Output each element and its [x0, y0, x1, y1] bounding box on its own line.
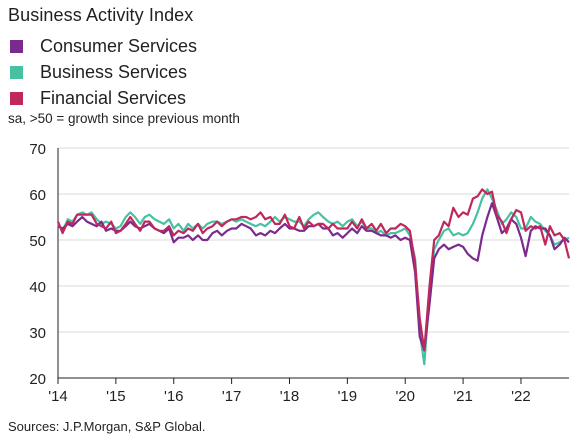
source-note: Sources: J.P.Morgan, S&P Global.: [8, 419, 206, 434]
legend-swatch-financial-services: [10, 91, 23, 105]
x-tick-label-2022: '22: [511, 388, 531, 405]
x-tick-label-2015: '15: [106, 388, 126, 405]
chart-title: Business Activity Index: [8, 5, 194, 25]
x-tick-label-2021: '21: [453, 388, 473, 405]
x-tick-label-2014: '14: [48, 388, 68, 405]
y-tick-label-70: 70: [29, 141, 46, 158]
legend-swatch-business-services: [10, 65, 23, 79]
legend-item-business-services: Business Services: [10, 59, 197, 85]
y-tick-label-30: 30: [29, 325, 46, 342]
legend-item-consumer-services: Consumer Services: [10, 33, 197, 59]
y-tick-label-40: 40: [29, 279, 46, 296]
legend-label-consumer-services: Consumer Services: [40, 35, 198, 56]
x-tick-label-2020: '20: [395, 388, 415, 405]
x-tick-label-2018: '18: [280, 388, 300, 405]
chart-legend: Consumer Services Business Services Fina…: [10, 33, 197, 111]
y-tick-label-50: 50: [29, 233, 46, 250]
y-tick-label-60: 60: [29, 187, 46, 204]
x-tick-label-2016: '16: [164, 388, 184, 405]
x-tick-label-2017: '17: [222, 388, 242, 405]
series-line-business-services: [57, 188, 570, 366]
y-tick-label-20: 20: [29, 371, 46, 388]
chart-subtitle: sa, >50 = growth since previous month: [8, 111, 240, 126]
series-line-financial-services: [56, 188, 571, 352]
legend-swatch-consumer-services: [10, 39, 23, 53]
legend-label-business-services: Business Services: [40, 61, 188, 82]
legend-label-financial-services: Financial Services: [40, 87, 187, 108]
x-tick-label-2019: '19: [338, 388, 358, 405]
legend-item-financial-services: Financial Services: [10, 85, 197, 111]
